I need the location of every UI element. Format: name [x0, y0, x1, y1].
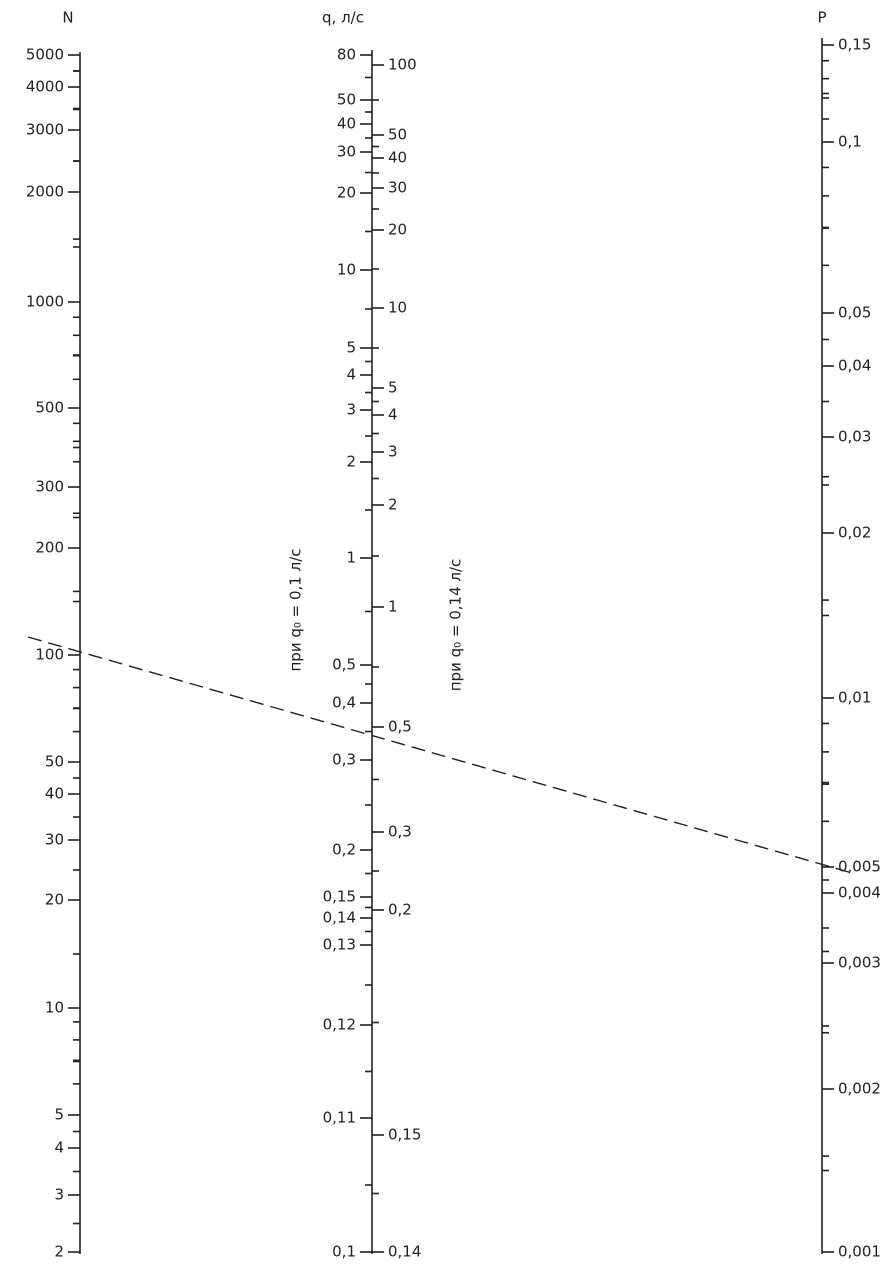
tick-label: 500 — [35, 399, 64, 417]
tick-label: 0,15 — [388, 1126, 421, 1144]
tick-label: 0,3 — [388, 823, 412, 841]
tick-label: 0,02 — [838, 524, 871, 542]
tick-label: 0,003 — [838, 954, 881, 972]
tick-label: 10 — [337, 261, 356, 279]
tick-label: 30 — [45, 831, 64, 849]
tick-label: 5 — [54, 1106, 64, 1124]
tick-label: 0,004 — [838, 884, 881, 902]
tick-label: 0,002 — [838, 1080, 881, 1098]
tick-label: 50 — [337, 91, 356, 109]
tick-label: 0,4 — [332, 694, 356, 712]
tick-label: 0,12 — [323, 1016, 356, 1034]
tick-label: 50 — [45, 753, 64, 771]
tick-label: 4000 — [26, 78, 64, 96]
tick-label: 50 — [388, 126, 407, 144]
tick-label: 0,14 — [323, 909, 356, 927]
tick-label: 1000 — [26, 293, 64, 311]
tick-label: 0,14 — [388, 1243, 421, 1261]
tick-label: 0,001 — [838, 1243, 881, 1261]
tick-label: 0,3 — [332, 751, 356, 769]
tick-label: 1 — [346, 549, 356, 567]
tick-label: 3000 — [26, 121, 64, 139]
tick-label: 0,13 — [323, 936, 356, 954]
tick-label: 0,03 — [838, 428, 871, 446]
tick-label: 4 — [388, 406, 398, 424]
tick-label: 20 — [337, 184, 356, 202]
tick-label: 0,1 — [838, 133, 862, 151]
tick-label: 5 — [388, 379, 398, 397]
tick-label: 4 — [54, 1139, 64, 1157]
tick-label: 2 — [346, 453, 356, 471]
annotation: при q₀ = 0,1 л/с — [287, 549, 305, 672]
annotation: при q₀ = 0,14 л/с — [447, 559, 465, 692]
tick-label: 40 — [45, 785, 64, 803]
axis-title: q, л/с — [322, 9, 364, 27]
tick-label: 0,5 — [332, 656, 356, 674]
axis-title: N — [62, 9, 73, 27]
tick-label: 20 — [45, 891, 64, 909]
tick-label: 0,2 — [332, 841, 356, 859]
tick-label: 80 — [337, 46, 356, 64]
tick-label: 10 — [388, 299, 407, 317]
tick-label: 20 — [388, 221, 407, 239]
axis-title: P — [817, 9, 826, 27]
tick-label: 3 — [388, 443, 398, 461]
tick-label: 40 — [337, 115, 356, 133]
tick-label: 5000 — [26, 46, 64, 64]
tick-label: 0,05 — [838, 304, 871, 322]
tick-label: 0,15 — [838, 36, 871, 54]
tick-label: 0,005 — [838, 858, 881, 876]
tick-label: 0,1 — [332, 1243, 356, 1261]
tick-label: 10 — [45, 999, 64, 1017]
tick-label: 3 — [54, 1186, 64, 1204]
tick-label: 1 — [388, 598, 398, 616]
key-line — [27, 636, 853, 874]
tick-label: 2000 — [26, 183, 64, 201]
tick-label: 4 — [346, 366, 356, 384]
tick-label: 5 — [346, 339, 356, 357]
tick-label: 30 — [337, 143, 356, 161]
tick-label: 0,04 — [838, 357, 871, 375]
tick-label: 300 — [35, 478, 64, 496]
tick-label: 2 — [388, 496, 398, 514]
tick-label: 0,15 — [323, 888, 356, 906]
tick-label: 0,01 — [838, 689, 871, 707]
tick-label: 3 — [346, 401, 356, 419]
tick-label: 100 — [35, 646, 64, 664]
tick-label: 40 — [388, 149, 407, 167]
tick-label: 0,5 — [388, 718, 412, 736]
tick-label: 30 — [388, 179, 407, 197]
tick-label: 0,2 — [388, 901, 412, 919]
tick-label: 0,11 — [323, 1109, 356, 1127]
tick-label: 2 — [54, 1243, 64, 1261]
tick-label: 200 — [35, 539, 64, 557]
tick-label: 100 — [388, 56, 417, 74]
